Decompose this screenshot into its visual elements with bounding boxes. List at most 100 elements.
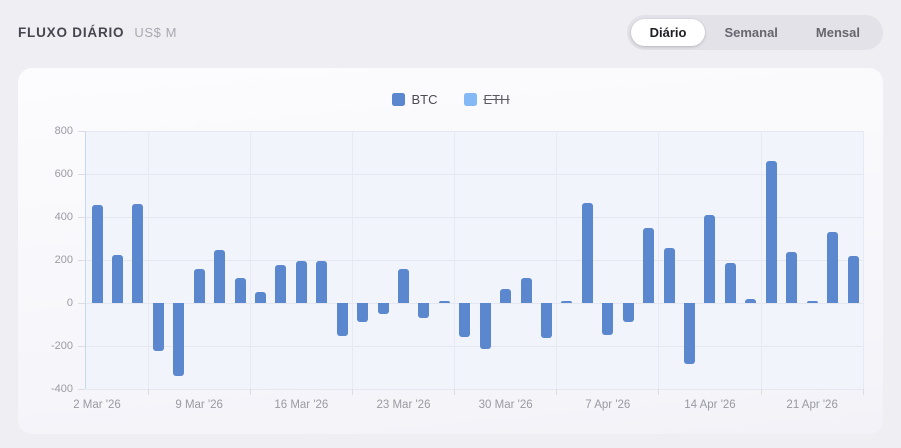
chart-title: FLUXO DIÁRIO — [18, 24, 125, 40]
y-tick — [77, 173, 85, 175]
y-tick — [77, 388, 85, 390]
bar-btc-12[interactable] — [336, 303, 348, 337]
gridline-h — [86, 388, 864, 390]
bar-btc-2[interactable] — [132, 204, 144, 303]
gridline-v — [147, 131, 149, 389]
bar-btc-11[interactable] — [316, 261, 328, 303]
period-tabs: Diário Semanal Mensal — [626, 14, 883, 50]
bar-btc-7[interactable] — [234, 278, 246, 303]
y-axis-label: -400 — [50, 383, 73, 395]
y-tick — [77, 216, 85, 218]
y-tick — [77, 345, 85, 347]
bar-btc-26[interactable] — [622, 303, 634, 323]
gridline-v — [249, 131, 251, 389]
y-axis-label: 0 — [66, 297, 73, 309]
x-tick — [351, 389, 353, 395]
x-tick — [147, 389, 149, 395]
x-axis-label: 23 Mar '26 — [376, 399, 431, 411]
gridline-h — [86, 302, 864, 304]
y-axis-label: -200 — [50, 340, 73, 352]
tab-mensal[interactable]: Mensal — [797, 19, 879, 46]
legend-swatch-btc — [391, 93, 405, 106]
bar-btc-35[interactable] — [806, 300, 818, 303]
gridline-v — [658, 131, 660, 389]
x-tick — [658, 389, 660, 395]
gridline-v — [760, 131, 762, 389]
x-axis-label: 16 Mar '26 — [274, 399, 329, 411]
legend-label-eth: ETH — [483, 92, 510, 107]
x-axis-label: 30 Mar '26 — [478, 399, 533, 411]
y-axis-label: 600 — [54, 168, 73, 180]
bar-btc-15[interactable] — [397, 268, 409, 303]
unit-label: US$ M — [134, 24, 178, 40]
bar-btc-5[interactable] — [193, 268, 205, 303]
bar-btc-14[interactable] — [377, 303, 389, 314]
legend-item-eth[interactable]: ETH — [463, 92, 510, 107]
x-axis-label: 21 Apr '26 — [786, 399, 838, 411]
tab-diario[interactable]: Diário — [630, 18, 706, 46]
bar-btc-30[interactable] — [704, 214, 716, 303]
bar-btc-0[interactable] — [91, 205, 103, 303]
y-axis-label: 800 — [54, 125, 73, 137]
gridline-h — [86, 259, 864, 261]
bar-btc-24[interactable] — [581, 203, 593, 303]
chart-card: BTC ETH 800 600 400 200 0 -200 -400 2 Mar '26 9 M… — [18, 68, 883, 434]
y-tick — [77, 130, 85, 132]
bar-btc-10[interactable] — [295, 261, 307, 303]
gridline-h — [86, 345, 864, 347]
bar-btc-29[interactable] — [684, 303, 696, 365]
bar-btc-21[interactable] — [520, 278, 532, 303]
x-tick — [862, 389, 864, 395]
bar-btc-9[interactable] — [275, 265, 287, 303]
x-tick — [556, 389, 558, 395]
bar-btc-28[interactable] — [663, 248, 675, 303]
bar-btc-32[interactable] — [745, 298, 757, 303]
legend-label-btc: BTC — [411, 92, 438, 107]
legend: BTC ETH — [18, 92, 883, 107]
gridline-v — [351, 131, 353, 389]
bar-btc-34[interactable] — [786, 252, 798, 303]
bar-btc-4[interactable] — [173, 303, 185, 377]
bar-btc-8[interactable] — [254, 292, 266, 303]
bar-btc-20[interactable] — [500, 289, 512, 303]
legend-item-btc[interactable]: BTC — [391, 92, 438, 107]
y-axis-label: 400 — [54, 211, 73, 223]
gridline-h — [86, 173, 864, 175]
bar-btc-1[interactable] — [111, 254, 123, 303]
gridline-h — [86, 130, 864, 132]
x-tick — [760, 389, 762, 395]
bar-btc-16[interactable] — [418, 303, 430, 319]
bar-btc-17[interactable] — [438, 300, 450, 303]
x-axis-label: 2 Mar '26 — [73, 399, 121, 411]
plot-area: 800 600 400 200 0 -200 -400 2 Mar '26 9 Mar '26 1… — [51, 125, 864, 411]
x-axis-label: 14 Apr '26 — [684, 399, 736, 411]
x-axis-label: 9 Mar '26 — [175, 399, 223, 411]
x-tick — [454, 389, 456, 395]
bar-btc-37[interactable] — [847, 255, 859, 303]
header: FLUXO DIÁRIO US$ M Diário Semanal Mensal — [0, 0, 901, 64]
bar-btc-25[interactable] — [602, 303, 614, 336]
bar-btc-6[interactable] — [214, 250, 226, 303]
title-group: FLUXO DIÁRIO US$ M — [18, 25, 177, 40]
bar-btc-22[interactable] — [541, 303, 553, 339]
bar-btc-27[interactable] — [643, 227, 655, 303]
y-axis-label: 200 — [54, 254, 73, 266]
gridline-v — [862, 131, 864, 389]
x-tick — [249, 389, 251, 395]
y-tick — [77, 259, 85, 261]
bar-btc-3[interactable] — [152, 303, 164, 352]
gridline-v — [556, 131, 558, 389]
bar-btc-36[interactable] — [827, 232, 839, 303]
bar-btc-13[interactable] — [357, 303, 369, 323]
legend-swatch-eth — [463, 93, 477, 106]
bar-btc-33[interactable] — [765, 161, 777, 303]
bar-btc-31[interactable] — [724, 263, 736, 303]
bar-btc-18[interactable] — [459, 303, 471, 338]
gridline-h — [86, 216, 864, 218]
bar-btc-23[interactable] — [561, 300, 573, 303]
gridline-v — [454, 131, 456, 389]
bar-btc-19[interactable] — [479, 303, 491, 350]
x-axis-label: 7 Apr '26 — [585, 399, 631, 411]
tab-semanal[interactable]: Semanal — [705, 19, 796, 46]
y-tick — [77, 302, 85, 304]
